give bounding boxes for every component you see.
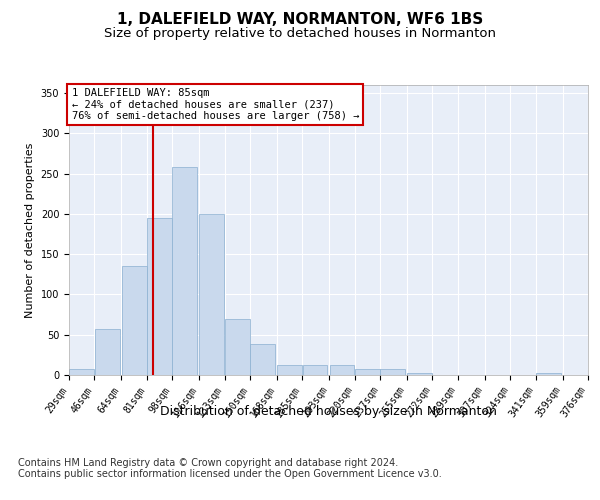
Bar — [147, 218, 172, 375]
Text: 1 DALEFIELD WAY: 85sqm
← 24% of detached houses are smaller (237)
76% of semi-de: 1 DALEFIELD WAY: 85sqm ← 24% of detached… — [71, 88, 359, 121]
Bar — [380, 368, 405, 375]
Text: Size of property relative to detached houses in Normanton: Size of property relative to detached ho… — [104, 28, 496, 40]
Text: Contains HM Land Registry data © Crown copyright and database right 2024.
Contai: Contains HM Land Registry data © Crown c… — [18, 458, 442, 479]
Text: 1, DALEFIELD WAY, NORMANTON, WF6 1BS: 1, DALEFIELD WAY, NORMANTON, WF6 1BS — [117, 12, 483, 28]
Bar — [199, 214, 224, 375]
Bar — [225, 320, 250, 375]
Bar — [95, 329, 119, 375]
Bar — [536, 372, 561, 375]
Bar — [122, 266, 146, 375]
Bar — [302, 366, 328, 375]
Bar — [355, 370, 380, 375]
Bar — [329, 364, 355, 375]
Bar — [172, 167, 197, 375]
Bar — [277, 366, 302, 375]
Y-axis label: Number of detached properties: Number of detached properties — [25, 142, 35, 318]
Bar — [250, 344, 275, 375]
Bar — [69, 368, 94, 375]
Text: Distribution of detached houses by size in Normanton: Distribution of detached houses by size … — [160, 405, 497, 418]
Bar — [407, 372, 432, 375]
